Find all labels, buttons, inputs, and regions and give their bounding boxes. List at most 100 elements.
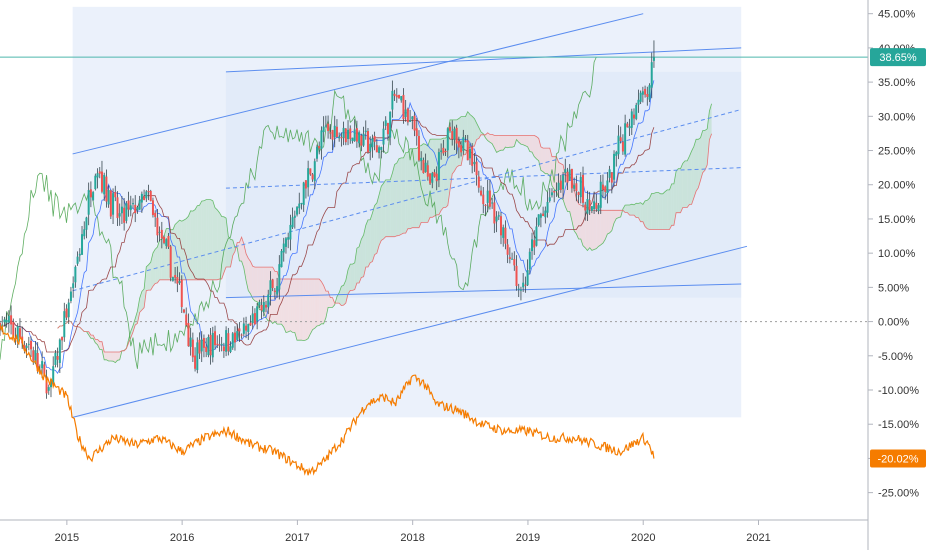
candle-body <box>312 174 314 179</box>
cloud-segment <box>211 200 213 280</box>
cloud-segment <box>590 210 592 250</box>
candle-body <box>447 128 449 150</box>
candle-body <box>123 208 125 223</box>
candle-body <box>116 197 118 218</box>
cloud-segment <box>350 264 352 290</box>
candle-body <box>57 356 59 360</box>
candle-body <box>347 130 349 139</box>
cloud-segment <box>687 156 689 207</box>
cloud-segment <box>155 247 157 284</box>
candle-body <box>442 148 444 154</box>
cloud-segment <box>310 279 312 334</box>
candle-body <box>85 218 87 230</box>
candle-body <box>555 190 557 191</box>
cloud-segment <box>117 352 119 360</box>
candle-body <box>159 232 161 233</box>
y-tick-label: 0.00% <box>878 317 909 329</box>
candle-body <box>128 200 130 209</box>
cloud-segment <box>146 265 148 291</box>
candle-body <box>551 192 553 195</box>
candle-body <box>617 136 619 155</box>
y-tick-label: 20.00% <box>878 180 916 192</box>
cloud-segment <box>317 279 319 326</box>
cloud-segment <box>370 213 372 263</box>
candle-body <box>418 136 420 160</box>
candle-body <box>269 280 271 295</box>
cloud-segment <box>301 279 303 341</box>
candle-body <box>396 95 398 97</box>
candle-body <box>77 257 79 264</box>
candle-body <box>467 140 469 160</box>
candle-body <box>469 149 471 158</box>
cloud-segment <box>650 193 652 229</box>
candle-body <box>407 109 409 123</box>
cloud-segment <box>610 210 612 233</box>
candle-body <box>8 316 10 323</box>
cloud-segment <box>295 279 297 340</box>
candle-body <box>66 309 68 318</box>
cloud-segment <box>663 192 665 230</box>
y-tick-label: 15.00% <box>878 214 916 226</box>
candle-body <box>360 135 362 145</box>
cloud-segment <box>603 210 605 243</box>
cloud-segment <box>410 149 412 229</box>
candle-body <box>473 162 475 164</box>
candle-body <box>281 251 283 267</box>
candle-body <box>540 214 542 217</box>
cloud-segment <box>284 279 286 333</box>
candle-body <box>276 286 278 294</box>
cloud-segment <box>618 210 620 217</box>
candle-body <box>232 333 234 347</box>
candle-body <box>114 192 116 197</box>
candle-body <box>174 275 176 278</box>
candle-body <box>68 303 70 318</box>
cloud-segment <box>501 135 503 150</box>
candle-body <box>640 93 642 102</box>
candle-body <box>218 344 220 345</box>
y-tick-label: 35.00% <box>878 77 916 89</box>
candle-body <box>294 216 296 218</box>
candle-body <box>70 292 72 302</box>
candle-body <box>329 132 331 133</box>
candle-body <box>622 142 624 152</box>
cloud-segment <box>204 200 206 280</box>
candle-body <box>12 322 14 336</box>
candle-body <box>92 192 94 200</box>
candle-body <box>351 138 353 141</box>
candle-body <box>547 202 549 213</box>
candle-body <box>615 152 617 156</box>
candle-body <box>402 95 404 119</box>
cloud-segment <box>253 266 255 301</box>
candle-body <box>179 281 181 283</box>
candle-body <box>176 277 178 284</box>
candle-body <box>631 111 633 127</box>
y-tick-label: 10.00% <box>878 248 916 260</box>
candle-body <box>578 192 580 195</box>
cloud-segment <box>109 352 111 361</box>
cloud-segment <box>596 210 598 248</box>
candle-body <box>371 138 373 147</box>
candle-body <box>391 91 393 110</box>
candle-body <box>394 94 396 96</box>
candle-body <box>236 331 238 340</box>
x-tick-label: 2016 <box>170 532 194 544</box>
candle-body <box>580 177 582 197</box>
candle-body <box>265 305 267 308</box>
candle-body <box>462 137 464 151</box>
candle-body <box>491 202 493 203</box>
y-tick-label: 45.00% <box>878 9 916 21</box>
candle-body <box>496 217 498 222</box>
candle-body <box>358 132 360 143</box>
candle-body <box>600 182 602 208</box>
candle-body <box>609 169 611 177</box>
candle-body <box>41 361 43 368</box>
candle-body <box>167 236 169 247</box>
candle-body <box>81 234 83 255</box>
candle-body <box>573 185 575 188</box>
cloud-segment <box>352 263 354 291</box>
cloud-segment <box>304 279 306 341</box>
candle-body <box>433 172 435 177</box>
candle-body <box>635 105 637 119</box>
cloud-segment <box>667 190 669 230</box>
